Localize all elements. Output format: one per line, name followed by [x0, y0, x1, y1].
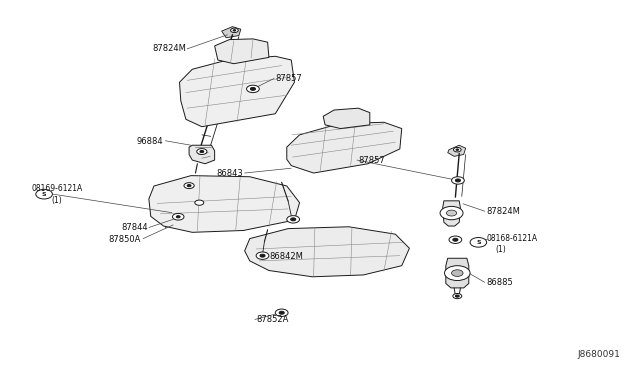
Circle shape: [200, 150, 204, 153]
Polygon shape: [179, 56, 294, 127]
Text: 87844: 87844: [121, 223, 148, 232]
Circle shape: [36, 189, 52, 199]
Text: S: S: [42, 192, 47, 197]
Circle shape: [470, 237, 486, 247]
Circle shape: [453, 238, 458, 241]
Text: 86885: 86885: [486, 278, 513, 287]
Polygon shape: [214, 39, 269, 64]
Circle shape: [176, 216, 180, 218]
Text: J8680091: J8680091: [577, 350, 620, 359]
Text: 08168-6121A: 08168-6121A: [486, 234, 537, 243]
Circle shape: [195, 200, 204, 205]
Circle shape: [447, 210, 457, 216]
Polygon shape: [221, 27, 241, 38]
Text: (1): (1): [495, 244, 506, 253]
Polygon shape: [149, 176, 300, 232]
Circle shape: [440, 206, 463, 220]
Polygon shape: [446, 258, 468, 288]
Circle shape: [275, 309, 288, 317]
Text: 87850A: 87850A: [109, 235, 141, 244]
Circle shape: [256, 252, 269, 259]
Polygon shape: [323, 108, 370, 129]
Circle shape: [453, 294, 462, 299]
Text: 87824M: 87824M: [486, 208, 520, 217]
Circle shape: [279, 311, 284, 314]
Circle shape: [456, 179, 461, 182]
Circle shape: [454, 147, 461, 152]
Circle shape: [449, 236, 462, 243]
Polygon shape: [287, 122, 402, 173]
Text: 08169-6121A: 08169-6121A: [31, 185, 83, 193]
Polygon shape: [448, 145, 466, 156]
Circle shape: [187, 185, 191, 187]
Text: 96884: 96884: [137, 137, 164, 146]
Circle shape: [456, 149, 459, 150]
Circle shape: [230, 28, 238, 33]
Circle shape: [260, 254, 265, 257]
Text: 86843: 86843: [216, 169, 243, 177]
Text: 87824M: 87824M: [152, 44, 186, 53]
Polygon shape: [179, 181, 198, 190]
Circle shape: [173, 214, 184, 220]
Text: 86842M: 86842M: [269, 252, 303, 261]
Circle shape: [287, 216, 300, 223]
Circle shape: [250, 87, 255, 90]
Circle shape: [456, 295, 460, 297]
Polygon shape: [244, 227, 410, 277]
Text: S: S: [476, 240, 481, 245]
Circle shape: [196, 148, 207, 154]
Text: 87852A: 87852A: [256, 315, 289, 324]
Text: (1): (1): [51, 196, 62, 205]
Circle shape: [233, 30, 236, 31]
Text: 87857: 87857: [275, 74, 302, 83]
Circle shape: [246, 85, 259, 93]
Polygon shape: [443, 201, 461, 226]
Circle shape: [291, 218, 296, 221]
Circle shape: [452, 177, 465, 184]
Polygon shape: [189, 145, 214, 164]
Circle shape: [445, 266, 470, 280]
Text: 87857: 87857: [358, 155, 385, 164]
Circle shape: [184, 183, 194, 189]
Circle shape: [452, 270, 463, 276]
